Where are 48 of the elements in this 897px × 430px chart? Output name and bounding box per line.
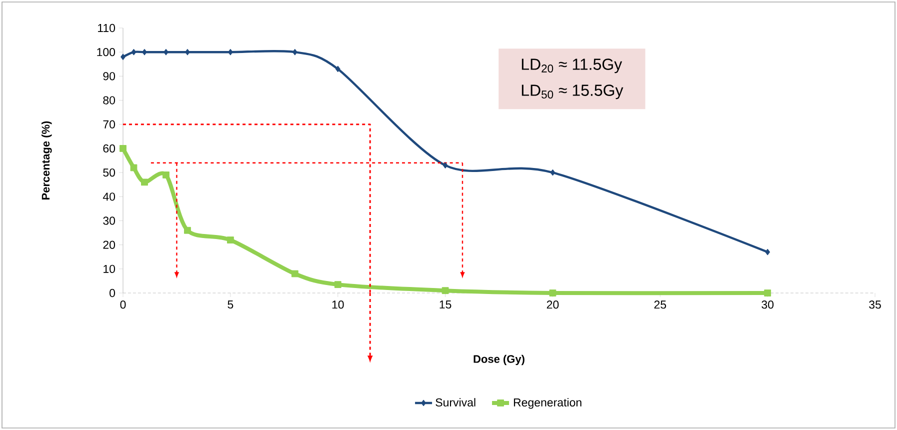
point (334, 281, 342, 288)
legend-label: Survival (436, 398, 476, 406)
point (549, 290, 556, 296)
y-tick-label: 30 (103, 216, 116, 225)
y-tick-label: 80 (103, 96, 116, 104)
point (131, 48, 136, 56)
y-tick-label: 40 (102, 192, 116, 201)
point (163, 48, 168, 56)
point (335, 66, 340, 72)
point (291, 270, 298, 278)
point (162, 172, 170, 178)
annotation: LD$_{50}$ ≈ 15.5Gy (522, 84, 624, 100)
y-tick-label: 0 (110, 288, 116, 298)
point (120, 54, 126, 60)
y-axis-title: Percentage (%) (42, 121, 52, 200)
point (228, 48, 233, 56)
x-axis-title: Dose (Gy) (474, 354, 524, 366)
y-tick-label: 20 (103, 240, 116, 249)
y-tick-label: 10 (104, 264, 116, 273)
point (442, 162, 448, 169)
point (120, 145, 126, 152)
y-tick-label: 70 (103, 120, 116, 128)
y-tick-label: 50 (103, 168, 116, 177)
y-tick-label: 100 (97, 48, 116, 56)
x-tick-label: 30 (762, 300, 774, 309)
annotation: LD$_{20}$ ≈ 11.5Gy (522, 58, 622, 74)
x-tick-label: 20 (546, 300, 559, 309)
x-tick-label: 25 (654, 300, 666, 309)
point (142, 48, 147, 56)
point (184, 48, 190, 56)
x-tick-label: 0 (120, 300, 126, 309)
y-tick-label: 60 (103, 144, 116, 153)
point (226, 236, 234, 244)
point (141, 178, 148, 186)
y-tick-label: 110 (98, 24, 116, 32)
point (550, 169, 556, 176)
x-tick-label: 10 (332, 300, 344, 309)
legend-label: Regeneration (514, 398, 582, 409)
x-tick-label: 5 (228, 300, 234, 309)
point (292, 48, 298, 56)
x-tick-label: 35 (869, 300, 881, 309)
point (184, 226, 191, 234)
point (442, 287, 449, 294)
point (765, 248, 770, 256)
point (764, 290, 772, 296)
point (130, 164, 138, 172)
x-tick-label: 15 (440, 300, 452, 309)
y-tick-label: 90 (103, 72, 116, 80)
